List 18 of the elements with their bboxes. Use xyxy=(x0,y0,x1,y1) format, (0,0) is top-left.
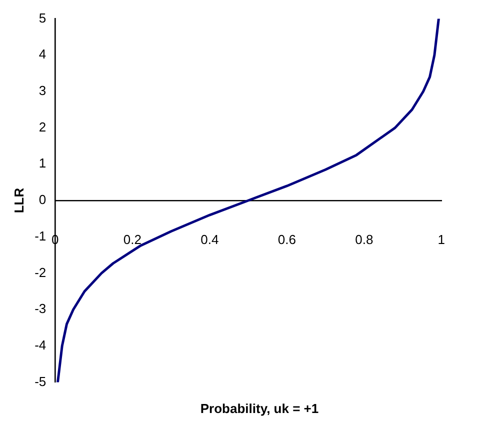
x-tick-label: 1 xyxy=(438,232,445,247)
y-tick-label: 3 xyxy=(38,83,46,98)
y-tick-label: -5 xyxy=(34,374,46,389)
y-tick-label: -4 xyxy=(34,337,46,352)
y-axis-title: LLR xyxy=(11,187,26,214)
y-tick-label: -2 xyxy=(34,264,46,280)
y-tick-label: 1 xyxy=(38,156,46,171)
x-tick-label: 0.4 xyxy=(200,232,219,247)
x-axis-title: Probability, uk = +1 xyxy=(199,401,320,416)
y-tick-label: 2 xyxy=(38,119,46,134)
y-tick-label: 4 xyxy=(38,46,46,62)
x-tick-label: 0.6 xyxy=(278,232,296,247)
y-tick-label: 0 xyxy=(38,192,46,208)
y-tick-label: -1 xyxy=(34,228,46,244)
x-tick-label: 0.2 xyxy=(123,232,142,247)
x-tick-label: 0.8 xyxy=(355,232,374,247)
y-tick-label: -3 xyxy=(34,301,46,316)
y-tick-label: 5 xyxy=(38,10,46,26)
